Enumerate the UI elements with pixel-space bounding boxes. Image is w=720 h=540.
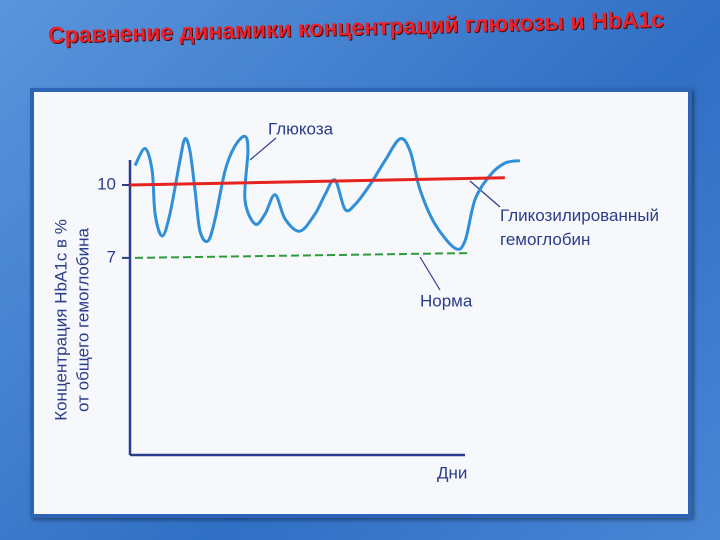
series-line [133, 134, 521, 251]
y-tick-label: 10 [97, 174, 116, 193]
y-axis-label: Концентрация HbA1c в % от общего гемогло… [51, 219, 92, 421]
series-line [129, 176, 505, 187]
series-line [135, 252, 471, 259]
y-tick-label: 7 [107, 247, 116, 266]
series-label: Гликозилированный гемоглобин [500, 206, 659, 249]
leader-line [249, 137, 277, 161]
y-axis-label-line: от общего гемоглобина [73, 227, 92, 411]
leader-line [419, 256, 441, 291]
leader-line [469, 180, 501, 208]
y-axis-label-line: Концентрация HbA1c в % [51, 219, 70, 421]
x-axis-label: Дни [437, 463, 467, 482]
series-label: Норма [420, 291, 473, 310]
panel [30, 88, 692, 518]
series-label: Глюкоза [268, 119, 334, 138]
